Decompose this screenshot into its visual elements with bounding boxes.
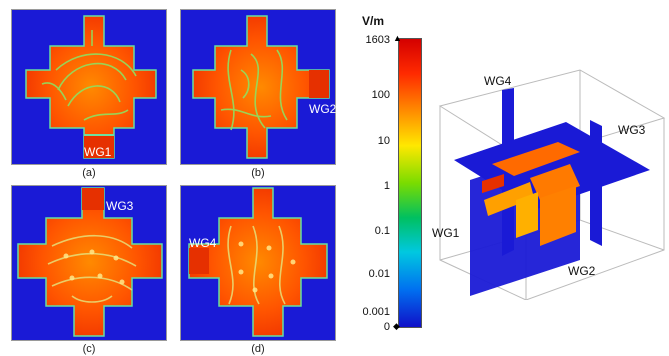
colorbar-tick-0.1: 0.1: [374, 225, 390, 237]
colorbar-tick-0.01: 0.01: [368, 268, 390, 280]
field-panel-d: [180, 185, 336, 341]
colorbar-tick-0: 0: [383, 321, 390, 333]
panel-caption-d: (d): [251, 343, 265, 355]
panel-caption-b: (b): [251, 167, 265, 179]
colorbar-tick-1603: 1603: [365, 34, 390, 46]
field-panel-b: [180, 9, 336, 165]
colorbar-min-marker: ◆: [393, 321, 400, 331]
port-label-wg1: WG1: [84, 145, 112, 159]
colorbar-tick-10: 10: [377, 135, 390, 147]
port-label-wg3: WG3: [106, 199, 134, 213]
model-3d: [430, 60, 666, 301]
port-label-wg4: WG4: [189, 236, 217, 250]
model-label-wg4: WG4: [484, 74, 512, 88]
colorbar-tick-0.001: 0.001: [362, 306, 390, 318]
model-label-wg2: WG2: [568, 264, 596, 278]
model-label-wg3: WG3: [618, 123, 646, 137]
colorbar: [398, 38, 422, 328]
panel-caption-c: (c): [82, 343, 96, 355]
panel-caption-a: (a): [82, 167, 96, 179]
colorbar-max-marker: ▲: [393, 33, 402, 43]
field-panel-a: [11, 9, 167, 165]
colorbar-tick-100: 100: [371, 89, 390, 101]
colorbar-tick-1: 1: [383, 180, 390, 192]
field-panel-c: [11, 185, 167, 341]
colorbar-unit: V/m: [362, 14, 385, 28]
model-label-wg1: WG1: [432, 226, 460, 240]
port-label-wg2: WG2: [309, 102, 337, 116]
